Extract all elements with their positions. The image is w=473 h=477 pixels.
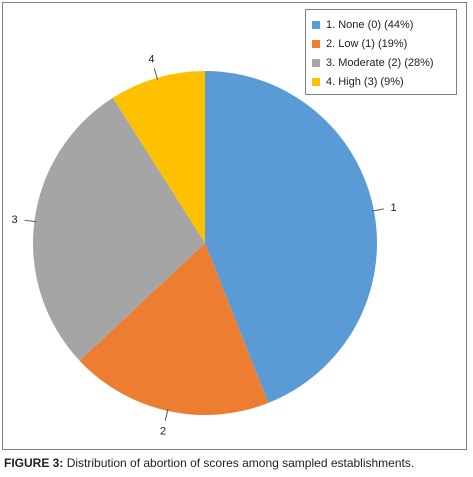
pie-chart: 1 2 3 4: [11, 54, 396, 438]
pie-slice-2: [79, 243, 269, 415]
pie-category-labels: 1 2 3 4: [11, 54, 396, 438]
pie-slice-3: [33, 97, 205, 361]
pie-label-2: 2: [160, 425, 166, 437]
chart-legend: 1. None (0) (44%) 2. Low (1) (19%) 3. Mo…: [305, 9, 457, 95]
pie-label-3: 3: [11, 214, 17, 226]
pie-leader-line-4: [153, 68, 159, 80]
legend-swatch-3: [312, 58, 320, 67]
legend-label-2: 2. Low (1) (19%): [326, 37, 408, 50]
legend-item-1: 1. None (0) (44%): [312, 15, 456, 34]
legend-label-4: 4. High (3) (9%): [326, 75, 404, 88]
legend-label-1: 1. None (0) (44%): [326, 18, 414, 31]
pie-slices: [33, 71, 378, 415]
legend-item-4: 4. High (3) (9%): [312, 72, 456, 91]
pie-leader-line-1: [371, 208, 384, 212]
pie-label-4: 4: [148, 54, 154, 66]
pie-leader-lines: [24, 68, 384, 421]
pie-leader-line-3: [24, 219, 37, 223]
figure-caption: FIGURE 3: Distribution of abortion of sc…: [4, 456, 414, 470]
figure-caption-text: Distribution of abortion of scores among…: [66, 456, 415, 470]
figure-caption-label: FIGURE 3:: [4, 456, 64, 470]
pie-slice-1: [205, 71, 378, 403]
legend-label-3: 3. Moderate (2) (28%): [326, 56, 434, 69]
legend-swatch-2: [312, 39, 320, 48]
pie-slice-4: [112, 71, 205, 243]
legend-item-2: 2. Low (1) (19%): [312, 34, 456, 53]
legend-item-3: 3. Moderate (2) (28%): [312, 53, 456, 72]
legend-swatch-4: [312, 77, 320, 86]
legend-swatch-1: [312, 20, 320, 29]
pie-leader-line-2: [164, 408, 169, 421]
pie-label-1: 1: [391, 202, 397, 214]
